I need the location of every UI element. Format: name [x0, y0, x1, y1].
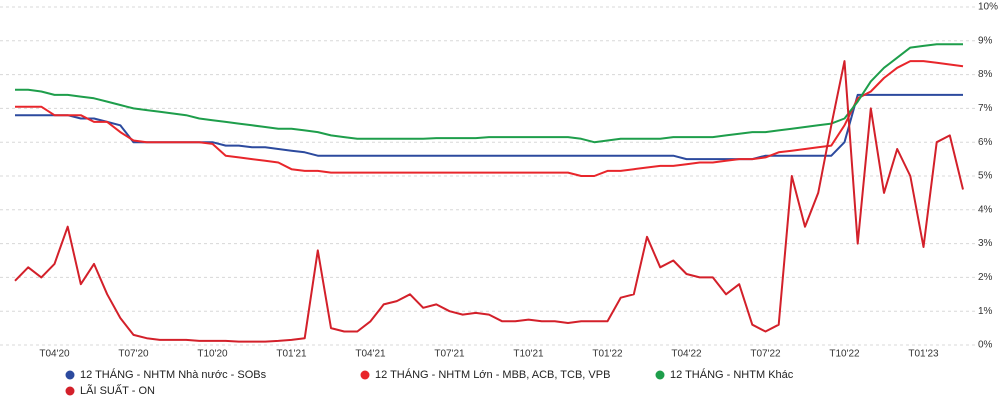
- x-tick-label: T07'21: [434, 349, 465, 360]
- y-tick-label: 3%: [978, 238, 993, 249]
- y-tick-label: 1%: [978, 306, 993, 317]
- legend-label: 12 THÁNG - NHTM Khác: [670, 368, 794, 381]
- y-tick-label: 5%: [978, 171, 993, 182]
- x-tick-label: T01'23: [908, 349, 939, 360]
- x-tick-label: T07'22: [750, 349, 781, 360]
- series-line: [14, 60, 964, 343]
- legend-marker: [65, 386, 75, 396]
- y-tick-label: 4%: [978, 204, 993, 215]
- x-tick-label: T01'22: [592, 349, 623, 360]
- x-tick-label: T04'20: [39, 349, 70, 360]
- legend: 12 THÁNG - NHTM Nhà nước - SOBs 12 THÁNG …: [65, 368, 794, 397]
- y-tick-label: 7%: [978, 103, 993, 114]
- legend-marker: [655, 370, 665, 380]
- y-tick-label: 6%: [978, 137, 993, 148]
- x-tick-label: T07'20: [118, 349, 149, 360]
- legend-label: 12 THÁNG - NHTM Lớn - MBB, ACB, TCB, VPB: [375, 368, 610, 381]
- x-tick-label: T04'21: [355, 349, 386, 360]
- legend-marker: [360, 370, 370, 380]
- y-tick-label: 9%: [978, 35, 993, 46]
- legend-label: 12 THÁNG - NHTM Nhà nước - SOBs: [80, 368, 267, 381]
- series-line: [15, 93, 963, 161]
- x-tick-label: T04'22: [671, 349, 702, 360]
- y-tick-label: 2%: [978, 272, 993, 283]
- x-tick-label: T01'21: [276, 349, 307, 360]
- series-line: [15, 60, 964, 177]
- x-tick-label: T10'22: [829, 349, 860, 360]
- series-line: [15, 43, 963, 144]
- legend-label: LÃI SUẤT - ON: [80, 384, 155, 397]
- y-tick-label: 0%: [978, 340, 993, 351]
- x-tick-label: T10'20: [197, 349, 228, 360]
- y-tick-label: 10%: [978, 2, 998, 13]
- x-tick-label: T10'21: [513, 349, 544, 360]
- legend-marker: [65, 370, 75, 380]
- y-tick-label: 8%: [978, 69, 993, 80]
